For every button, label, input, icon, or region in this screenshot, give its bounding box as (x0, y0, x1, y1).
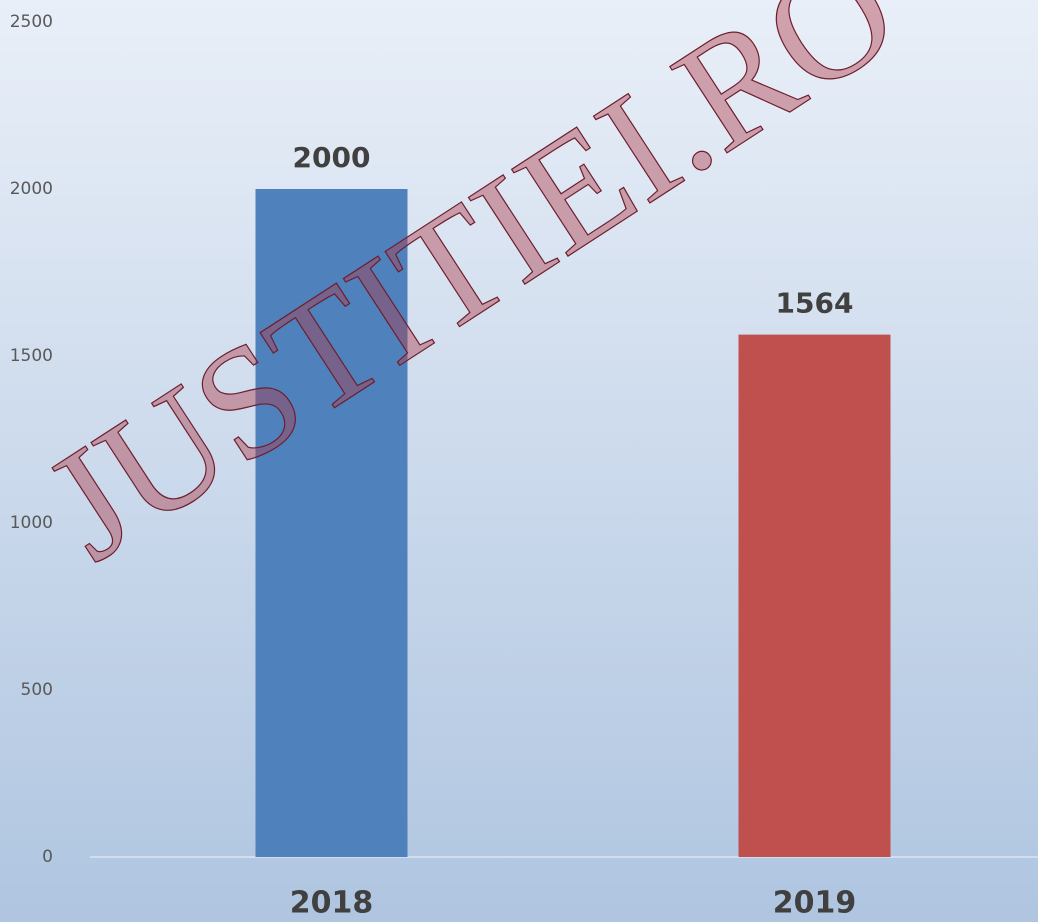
y-tick-label: 2000 (10, 179, 53, 199)
y-tick-label: 2500 (10, 12, 53, 32)
y-tick-label: 500 (21, 680, 53, 700)
x-tick-label: 2019 (773, 886, 857, 921)
bar (738, 334, 891, 857)
data-label: 2000 (293, 141, 371, 174)
bar (255, 189, 408, 857)
data-label: 1564 (776, 287, 854, 320)
y-tick-label: 0 (42, 847, 53, 867)
y-tick-label: 1000 (10, 513, 53, 533)
y-tick-label: 1500 (10, 346, 53, 366)
x-tick-label: 2018 (290, 886, 374, 921)
